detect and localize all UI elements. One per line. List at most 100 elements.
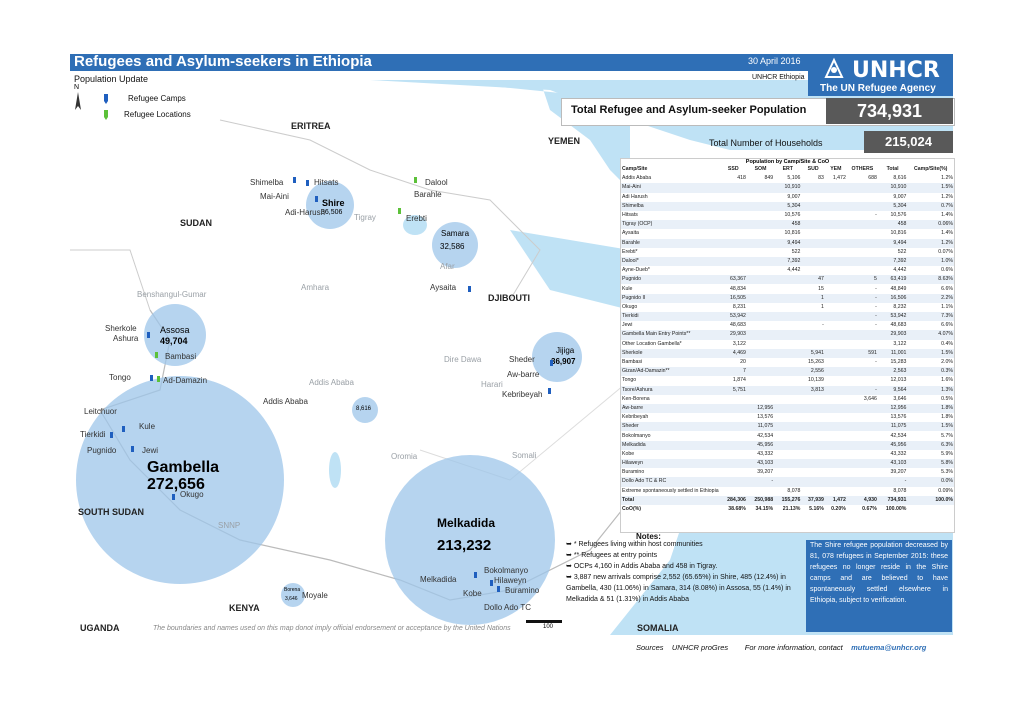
table-cell: 0.06% <box>907 220 954 230</box>
table-cell-site: Hilaweyn <box>621 459 720 469</box>
table-cell <box>746 220 775 230</box>
table-row: Hitsats 10,576 - 10,576 1.4% <box>621 211 954 220</box>
table-cell <box>746 367 775 377</box>
table-cell <box>801 450 824 459</box>
table-body: Addis Ababa 418 849 5,106 83 1,472 688 8,616 1.2… <box>621 174 954 514</box>
table-cell-site: Kule <box>622 285 633 292</box>
table-cell <box>801 468 824 477</box>
table-cell <box>720 248 747 257</box>
table-cell <box>747 395 774 404</box>
table-cell-site: Pugnido II <box>621 293 720 303</box>
table-cell: 11,001 <box>877 348 908 358</box>
table-cell <box>846 256 878 267</box>
table-cell: 1.8% <box>907 403 954 414</box>
table-cell: - <box>846 385 878 395</box>
table-cell-site: Melkadida <box>621 440 720 450</box>
table-cell: 5,304 <box>774 201 802 211</box>
table-cell: 5,106 <box>787 175 801 182</box>
table-row: Shimelba 5,304 5,304 0.7% <box>621 201 954 211</box>
table-cell: 63,419 <box>877 275 908 285</box>
table-cell <box>747 321 774 330</box>
table-row: Okugo 8,231 1 - 8,232 1.1% <box>621 303 954 312</box>
population-grid: Camp/Site SSD SOM ERT SUD YEM OTHERS Tot… <box>621 165 954 514</box>
table-cell-site: Shimelba <box>621 201 720 211</box>
table-cell <box>801 431 824 440</box>
table-cell <box>801 403 825 414</box>
table-cell: 5,941 <box>801 348 825 358</box>
table-cell <box>720 450 747 459</box>
footer: Sources UNHCR proGres For more informati… <box>636 643 926 652</box>
table-cell <box>719 238 747 248</box>
table-cell-site: Okugo <box>622 303 638 310</box>
table-row: Pugnido 63,367 47 5 63,419 8.63% <box>621 275 954 285</box>
table-cell: 12,956 <box>746 403 775 414</box>
table-cell: 43,103 <box>746 459 775 469</box>
table-cell <box>824 293 847 303</box>
table-row: Adi Harush 9,007 9,007 1.2% <box>621 193 954 202</box>
table-cell: 5.16% <box>809 506 824 513</box>
scale-bar <box>526 620 562 623</box>
table-cell <box>825 248 847 257</box>
place-okugo: Okugo <box>180 490 204 499</box>
table-cell <box>719 256 747 267</box>
table-cell <box>825 487 847 496</box>
table-cell-site: Barahle <box>621 238 720 248</box>
table-cell-site: Sheder <box>621 422 720 432</box>
table-cell <box>719 183 747 193</box>
table-cell: 8,232 <box>893 303 907 310</box>
table-row: Kule 48,834 15 - 48,849 6.6% <box>621 284 954 293</box>
bubble-label-gambella: Gambella <box>147 459 220 476</box>
region-dire-dawa: Dire Dawa <box>444 355 482 364</box>
table-cell: 1.2% <box>907 238 954 248</box>
table-cell <box>774 284 801 293</box>
table-row: Mai-Aini 10,910 10,910 1.5% <box>621 183 954 193</box>
table-cell: 10,576 <box>890 212 907 219</box>
table-cell: 458 <box>877 220 908 230</box>
region-snnp: SNNP <box>218 521 241 530</box>
table-row: Tierkidi 53,942-53,942 7.3% <box>621 312 954 322</box>
table-cell: 6.6% <box>941 322 953 329</box>
table-row: Kobe 43,332 43,332 5.9% <box>621 450 954 459</box>
table-cell <box>847 340 878 349</box>
bubble-value-melkadida: 213,232 <box>437 537 492 554</box>
place-barahle: Barahle <box>414 190 442 199</box>
col-header: SOM <box>754 166 767 173</box>
table-cell: 16,505 <box>719 293 747 303</box>
table-cell: 8,231 <box>732 303 746 310</box>
location-marker-bambasi <box>155 352 158 358</box>
camp-marker-kule <box>122 426 125 432</box>
table-cell: 458 <box>774 220 802 230</box>
table-cell: 15 <box>818 285 824 292</box>
table-cell: 2,563 <box>877 367 908 377</box>
table-cell <box>801 248 824 257</box>
table-cell: 1 <box>801 293 825 303</box>
table-cell-site: Extreme spontaneously settled in Ethiopi… <box>622 487 719 494</box>
page-subtitle: Population Update <box>74 74 149 84</box>
bubble-value-addis: 8,616 <box>356 406 372 412</box>
table-cell <box>846 440 878 450</box>
camp-marker-mai-aini <box>315 196 318 202</box>
table-cell <box>746 385 775 395</box>
shire-note: The Shire refugee population decreased b… <box>806 540 952 632</box>
table-cell <box>774 440 802 450</box>
table-cell <box>747 284 774 293</box>
table-cell: 5,304 <box>877 201 908 211</box>
place-kobe: Kobe <box>463 589 482 598</box>
org-label: UNHCR Ethiopia <box>752 74 805 81</box>
table-row: Ayne-Dueb* 4,442 4,442 0.6% <box>621 266 954 275</box>
place-aw-barre: Aw-barre <box>507 370 540 379</box>
note-item: ➥ 3,887 new arrivals comprise 2,552 (65.… <box>566 574 791 603</box>
table-cell-site: Bambasi <box>622 359 643 366</box>
header-bar <box>70 54 808 71</box>
place-ad-damazin: Ad-Damazin <box>163 376 208 385</box>
table-cell: 1 <box>820 303 824 310</box>
table-cell: 7 <box>719 367 747 377</box>
table-cell <box>801 395 824 404</box>
table-cell: 29,903 <box>719 330 747 340</box>
table-cell: 8,616 <box>893 175 907 182</box>
table-cell: 63,367 <box>719 275 747 285</box>
table-cell-site: Dollo Ado TC & RC <box>621 477 720 487</box>
contact-email[interactable]: mutuema@unhcr.org <box>851 643 927 652</box>
table-cell: 10,910 <box>774 183 802 193</box>
table-row: Tsore/Ashura 5,751 3,813 -9,564 1.3% <box>621 385 954 395</box>
